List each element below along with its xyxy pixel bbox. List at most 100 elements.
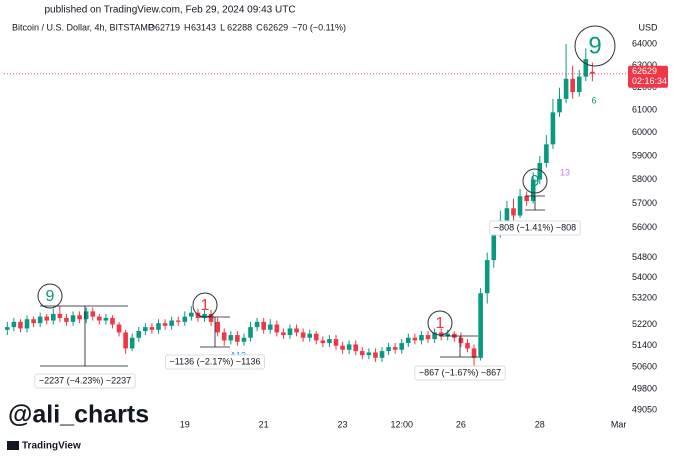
header: published on TradingView.com, Feb 29, 20… — [44, 5, 295, 16]
candle-body — [373, 352, 378, 358]
y-tick-label: 54800 — [632, 252, 657, 262]
annotation-label: 9 — [531, 173, 540, 190]
candle-body — [4, 327, 10, 330]
y-tick-label: 57000 — [632, 198, 657, 208]
candle-body — [392, 347, 398, 350]
ohlc-value: 62629 — [263, 22, 288, 32]
candle-body — [511, 208, 516, 216]
candle-body — [136, 331, 142, 338]
candle-body — [557, 98, 562, 113]
ohlc-label: C — [256, 22, 263, 32]
candle-body — [189, 312, 194, 317]
measure-label: −1136 (−2.17%) −1136 — [170, 356, 261, 366]
candle-body — [182, 316, 188, 322]
measure-label: −808 (−1.41%) −808 — [494, 222, 576, 232]
ohlc-label: O — [148, 22, 155, 32]
candle-body — [504, 208, 510, 221]
x-tick-label: 21 — [259, 419, 269, 429]
change-label: −70 (−0.11%) — [292, 22, 346, 32]
currency: USD — [638, 22, 658, 32]
ohlc-label: L — [220, 22, 225, 32]
candle-body — [83, 311, 89, 320]
candle-body — [57, 313, 63, 318]
candle-body — [110, 317, 115, 325]
candle-body — [18, 321, 23, 329]
candle-body — [445, 333, 451, 337]
candle-body — [235, 335, 240, 342]
ohlc-value: 62288 — [227, 22, 252, 32]
candle-body — [406, 337, 411, 344]
candle-body — [399, 343, 405, 350]
candle-body — [261, 321, 266, 330]
candle-body — [333, 339, 339, 346]
candle-body — [471, 348, 477, 358]
candle-body — [169, 320, 174, 326]
candle-body — [524, 196, 529, 201]
watermark: @ali_charts — [8, 401, 149, 429]
candle-body — [346, 344, 352, 350]
ohlc-value: 62719 — [155, 22, 180, 32]
candle-body — [307, 333, 312, 338]
y-tick-label: 49800 — [632, 384, 657, 394]
candle-body — [44, 316, 50, 321]
x-tick-label: 19 — [180, 419, 190, 429]
chart-title: Bitcoin / U.S. Dollar, 4h, BITSTAMP — [12, 22, 154, 32]
candle-body — [327, 339, 332, 344]
candle-body — [412, 337, 418, 341]
y-tick-label: 59000 — [632, 150, 657, 160]
candle-body — [149, 327, 155, 330]
candle-body — [353, 344, 359, 352]
candle-body — [37, 316, 43, 324]
candle-body — [544, 144, 549, 163]
candle-body — [103, 317, 109, 321]
y-tick-label: 63000 — [632, 60, 657, 70]
measure-box — [489, 220, 581, 236]
y-tick-label: 56000 — [632, 222, 657, 232]
candle-body — [90, 311, 96, 317]
measure-box — [34, 373, 136, 389]
annotation-label: 6 — [591, 95, 596, 105]
candle-body — [386, 347, 391, 352]
y-tick-label: 52200 — [632, 319, 657, 329]
candle-body — [11, 321, 17, 328]
annotation-circle — [522, 168, 548, 194]
candle-body — [563, 78, 569, 99]
candle-body — [123, 332, 128, 349]
candle-body — [340, 345, 345, 350]
candle-body — [215, 321, 220, 333]
footer: TradingView — [22, 441, 81, 452]
candle-body — [129, 337, 135, 349]
candle-body — [537, 162, 543, 180]
candle-body — [274, 324, 280, 333]
annotation-label: 13 — [560, 167, 570, 177]
annotation-circle — [427, 310, 453, 336]
y-tick-label: 51400 — [632, 340, 657, 350]
y-tick-label: 64000 — [632, 38, 657, 48]
x-tick-label: Mar — [611, 419, 627, 429]
x-tick-label: 23 — [338, 419, 348, 429]
candle-body — [379, 351, 385, 358]
candle-body — [202, 313, 207, 318]
candle-body — [156, 323, 161, 330]
countdown: 02:16:34 — [632, 76, 667, 86]
candle-body — [419, 335, 424, 341]
ohlc-value: 63143 — [191, 22, 216, 32]
candle-body — [77, 315, 82, 320]
candle-body — [517, 196, 523, 216]
measure-label: −2237 (−4.23%) −2237 — [39, 375, 131, 385]
candle-body — [24, 319, 30, 329]
candle-body — [143, 327, 148, 332]
annotation-circle — [37, 283, 63, 309]
candle-body — [320, 340, 326, 344]
candle-body — [550, 112, 556, 145]
candle-body — [31, 319, 36, 324]
candle-body — [248, 327, 253, 338]
x-tick-label: 26 — [456, 419, 466, 429]
candle-body — [221, 332, 227, 341]
candle-body — [64, 317, 69, 322]
x-tick-label: 12:00 — [390, 419, 413, 429]
candle-body — [465, 343, 470, 349]
candle-body — [241, 337, 247, 342]
candle-body — [590, 71, 595, 74]
